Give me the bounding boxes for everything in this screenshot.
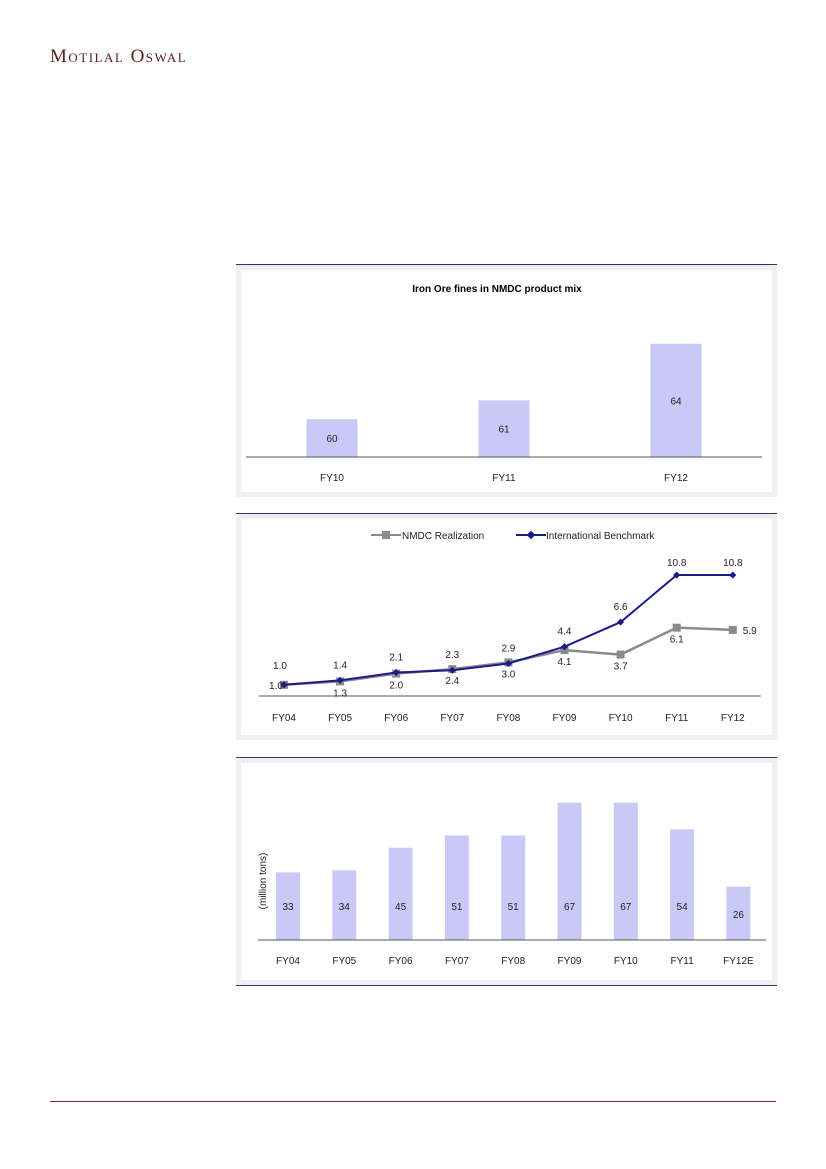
data-label-intl-FY08: 2.9: [501, 644, 515, 655]
data-label-FY06: 45: [395, 902, 407, 913]
x-tick-FY09: FY09: [553, 713, 577, 724]
data-label-intl-FY09: 4.4: [558, 627, 572, 638]
legend-label-intl: International Benchmark: [546, 531, 655, 542]
realization-line-chart: NMDC Realization International Benchmark 1…: [259, 530, 761, 724]
data-label-nmdc-FY10: 3.7: [614, 662, 628, 673]
point-nmdc-FY11: [672, 623, 681, 632]
data-label-FY11: 61: [498, 425, 510, 436]
brand-logo: Motilal Oswal: [50, 46, 188, 67]
legend-marker-nmdc: [382, 531, 390, 539]
x-tick-FY11: FY11: [671, 956, 695, 967]
x-tick-FY10: FY10: [614, 956, 638, 967]
data-label-FY08: 51: [508, 902, 520, 913]
chart-panel-production: (million tons) 33 FY04 34 FY05 45 FY06 51 FY07 51…: [236, 757, 777, 986]
data-label-intl-FY04: 1.0: [273, 661, 287, 672]
chart-area: Iron Ore fines in NMDC product mix 60 FY10…: [241, 270, 772, 492]
x-tick-FY10: FY10: [609, 713, 633, 724]
data-label-FY12: 64: [670, 396, 682, 407]
data-label-FY07: 51: [451, 902, 463, 913]
x-tick-FY12E: FY12E: [723, 956, 754, 967]
x-tick-FY08: FY08: [501, 956, 525, 967]
data-label-FY10: 67: [620, 902, 632, 913]
bar-FY08: [501, 835, 526, 940]
point-nmdc-FY10: [616, 650, 625, 659]
data-label-nmdc-FY06: 2.0: [389, 681, 403, 692]
x-tick-FY06: FY06: [384, 713, 408, 724]
data-label-nmdc-FY05: 1.3: [333, 688, 347, 699]
x-tick-FY06: FY06: [389, 956, 413, 967]
bar-FY11: [478, 400, 530, 457]
x-tick-FY11: FY11: [665, 713, 689, 724]
data-label-FY11: 54: [677, 902, 689, 913]
legend-marker-intl: [526, 530, 536, 540]
x-tick-FY10: FY10: [320, 473, 344, 484]
x-tick-FY05: FY05: [332, 956, 356, 967]
chart-title: Iron Ore fines in NMDC product mix: [412, 284, 582, 295]
data-label-nmdc-FY08: 3.0: [501, 669, 515, 680]
x-tick-FY12: FY12: [721, 713, 745, 724]
fines-mix-chart: Iron Ore fines in NMDC product mix 60 FY10…: [246, 284, 762, 484]
data-label-intl-FY07: 2.3: [445, 650, 459, 661]
bar-FY07: [444, 835, 469, 940]
point-nmdc-FY12: [728, 625, 737, 634]
bar-FY10: [613, 802, 638, 940]
footer-rule: [50, 1101, 776, 1102]
y-axis-label: (million tons): [258, 853, 269, 910]
x-tick-FY07: FY07: [445, 956, 469, 967]
bar-FY11: [670, 829, 695, 940]
x-tick-FY11: FY11: [492, 473, 516, 484]
point-intl-FY08: [504, 659, 512, 668]
data-label-nmdc-FY11: 6.1: [670, 635, 684, 646]
production-bar-chart: (million tons) 33 FY04 34 FY05 45 FY06 51 FY07 51…: [258, 802, 766, 967]
bar-FY12: [650, 343, 702, 457]
x-tick-FY04: FY04: [276, 956, 300, 967]
data-label-nmdc-FY12: 5.9: [743, 626, 757, 637]
chart-panel-realization: NMDC Realization International Benchmark 1…: [236, 513, 777, 740]
bar-FY12E: [726, 886, 751, 940]
point-intl-FY05: [336, 676, 344, 684]
data-label-FY09: 67: [564, 902, 576, 913]
series-line-international-benchmark: [283, 574, 733, 686]
data-label-intl-FY10: 6.6: [614, 602, 628, 613]
bar-FY09: [557, 802, 582, 940]
bar-FY04: [276, 872, 300, 940]
data-label-intl-FY06: 2.1: [389, 652, 403, 663]
x-tick-FY09: FY09: [558, 956, 582, 967]
data-label-nmdc-FY07: 2.4: [445, 676, 459, 687]
data-label-FY12E: 26: [733, 910, 745, 921]
bar-FY06: [388, 847, 413, 940]
x-tick-FY04: FY04: [272, 713, 296, 724]
bar-FY10: [306, 419, 358, 457]
data-label-intl-FY11: 10.8: [667, 558, 687, 569]
data-label-nmdc-FY04: 1.0: [269, 681, 283, 692]
data-label-FY04: 33: [282, 902, 294, 913]
data-label-FY05: 34: [339, 902, 351, 913]
chart-panel-fines-mix: Iron Ore fines in NMDC product mix 60 FY10…: [236, 264, 777, 497]
x-tick-FY12: FY12: [664, 473, 688, 484]
data-label-intl-FY12: 10.8: [723, 558, 743, 569]
data-label-FY10: 60: [326, 434, 338, 445]
legend-label-nmdc: NMDC Realization: [402, 531, 484, 542]
data-label-intl-FY05: 1.4: [333, 660, 347, 671]
data-label-nmdc-FY09: 4.1: [558, 657, 572, 668]
x-tick-FY08: FY08: [496, 713, 520, 724]
chart-area: NMDC Realization International Benchmark 1…: [241, 519, 772, 735]
x-tick-FY05: FY05: [328, 713, 352, 724]
chart-area: (million tons) 33 FY04 34 FY05 45 FY06 51 FY07 51…: [241, 763, 772, 980]
x-tick-FY07: FY07: [440, 713, 464, 724]
bar-FY05: [332, 870, 357, 940]
point-intl-FY12: [729, 571, 737, 579]
